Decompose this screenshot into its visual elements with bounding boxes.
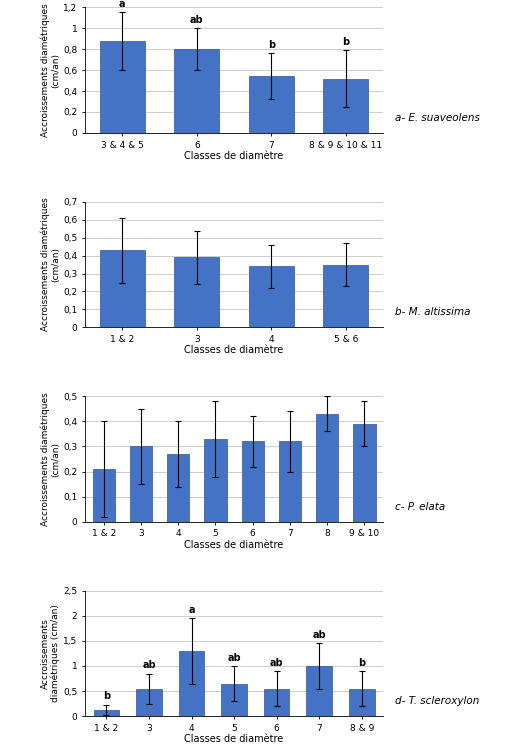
Bar [242, 442, 264, 521]
Text: b- M. altissima: b- M. altissima [395, 307, 470, 317]
Text: b: b [358, 658, 365, 668]
Bar [264, 689, 289, 716]
Bar [249, 76, 294, 133]
Bar [353, 424, 376, 521]
Y-axis label: Accroissements diamétriques
(cm/an): Accroissements diamétriques (cm/an) [40, 198, 61, 331]
Bar [323, 78, 368, 133]
Bar [100, 41, 145, 133]
Text: ab: ab [142, 660, 156, 671]
Bar [316, 414, 338, 521]
Bar [323, 265, 368, 327]
Text: c- P. elata: c- P. elata [395, 502, 445, 512]
Text: b: b [103, 692, 110, 701]
Bar [306, 666, 332, 716]
Bar [174, 257, 219, 327]
Text: a- E. suaveolens: a- E. suaveolens [395, 113, 480, 123]
Text: a: a [188, 605, 195, 615]
X-axis label: Classes de diamètre: Classes de diamètre [185, 345, 284, 355]
Bar [130, 446, 152, 521]
X-axis label: Classes de diamètre: Classes de diamètre [185, 734, 284, 745]
Text: ab: ab [270, 658, 284, 668]
Text: d- T. scleroxylon: d- T. scleroxylon [395, 696, 479, 706]
Bar [204, 439, 227, 521]
Bar [93, 469, 115, 521]
Bar [221, 683, 247, 716]
Text: ab: ab [312, 630, 326, 640]
X-axis label: Classes de diamètre: Classes de diamètre [185, 540, 284, 550]
Bar [174, 49, 219, 133]
Bar [167, 454, 189, 521]
Y-axis label: Accroissements diamétriques
(cm/an): Accroissements diamétriques (cm/an) [40, 3, 61, 137]
Text: b: b [342, 37, 350, 47]
X-axis label: Classes de diamètre: Classes de diamètre [185, 151, 284, 161]
Text: b: b [268, 40, 275, 50]
Text: ab: ab [190, 15, 204, 25]
Bar [349, 689, 375, 716]
Bar [249, 266, 294, 327]
Bar [279, 442, 301, 521]
Bar [94, 709, 119, 716]
Bar [100, 250, 145, 327]
Y-axis label: Accroissements
diamétriques (cm/an): Accroissements diamétriques (cm/an) [40, 604, 61, 703]
Text: a: a [119, 0, 126, 8]
Bar [179, 651, 204, 716]
Text: ab: ab [227, 653, 241, 663]
Y-axis label: Accroissements diamétriques
(cm/an): Accroissements diamétriques (cm/an) [40, 392, 61, 526]
Bar [136, 689, 162, 716]
